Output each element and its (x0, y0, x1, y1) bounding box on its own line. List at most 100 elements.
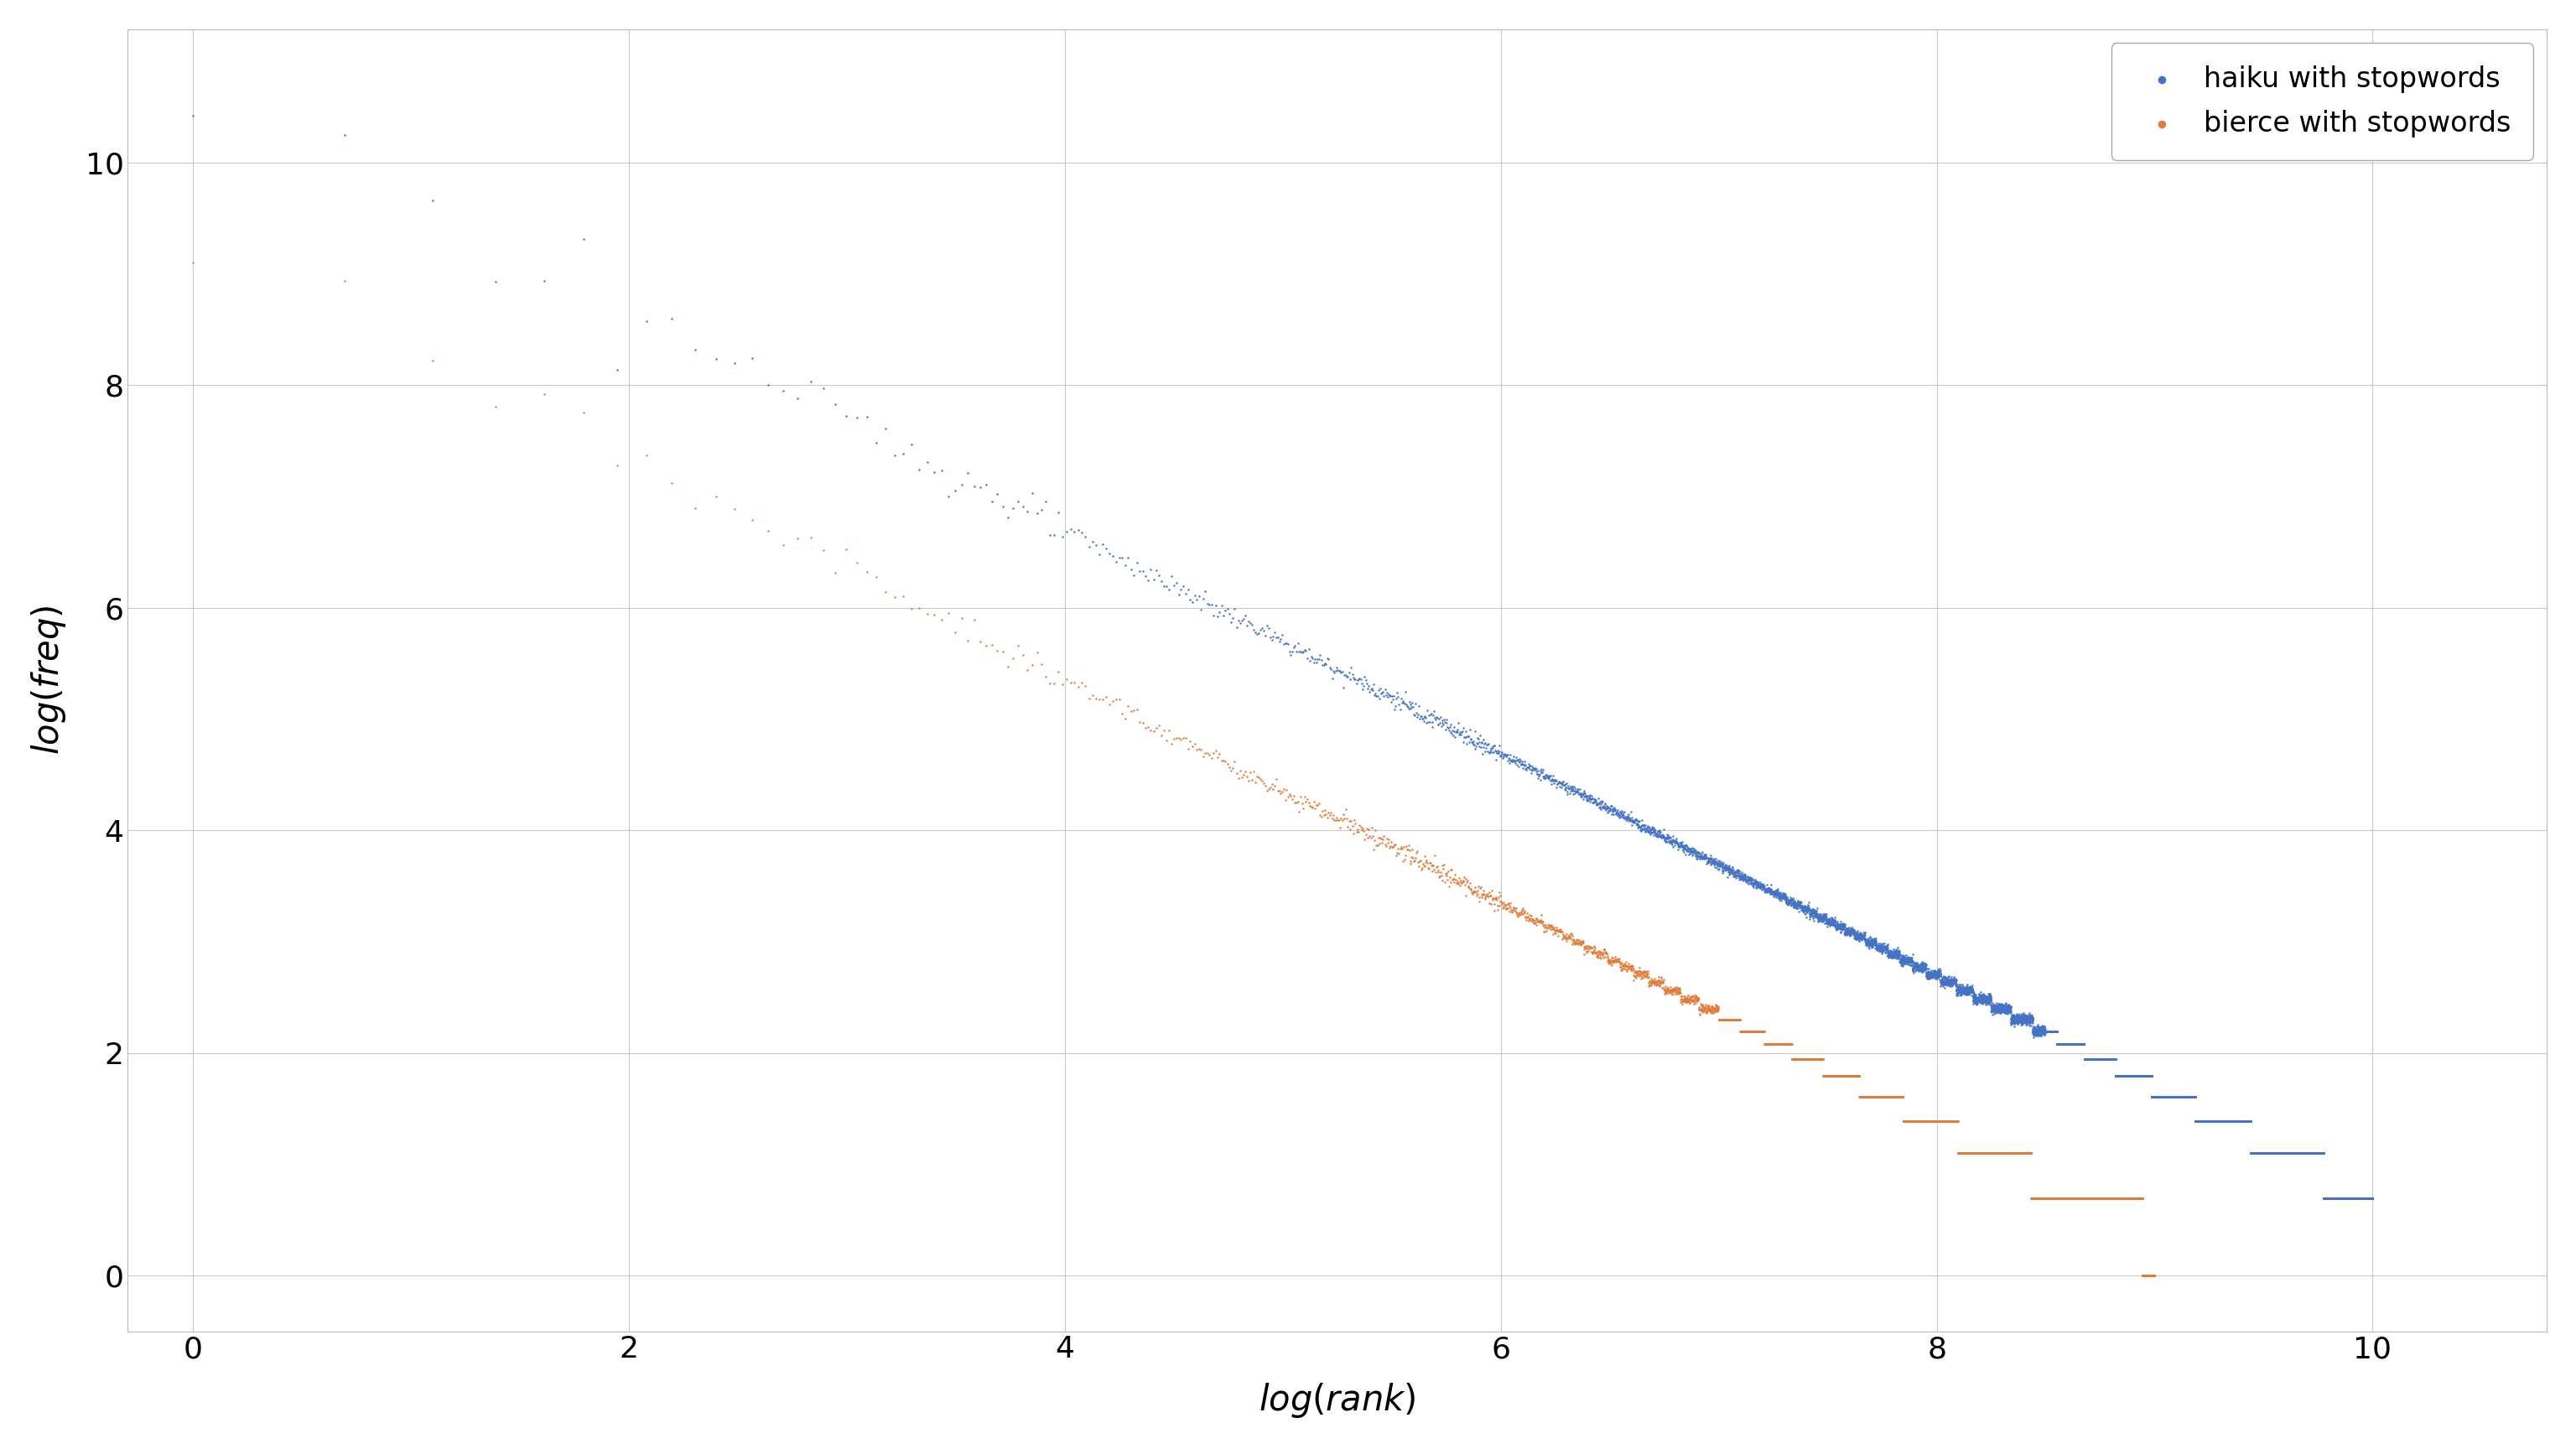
haiku with stopwords (2272, 1142, 2313, 1165)
haiku with stopwords (1662, 832, 1703, 855)
haiku with stopwords (2190, 1110, 2231, 1133)
haiku with stopwords (1808, 910, 1850, 933)
haiku with stopwords (2316, 1187, 2357, 1210)
haiku with stopwords (2143, 1085, 2184, 1108)
bierce with stopwords (1986, 1142, 2027, 1165)
bierce with stopwords (2004, 1142, 2045, 1165)
haiku with stopwords (2009, 1009, 2050, 1032)
haiku with stopwords (2146, 1085, 2187, 1108)
bierce with stopwords (2056, 1187, 2097, 1210)
bierce with stopwords (1976, 1142, 2017, 1165)
haiku with stopwords (2105, 1065, 2146, 1088)
haiku with stopwords (2102, 1065, 2143, 1088)
bierce with stopwords (2074, 1187, 2115, 1210)
haiku with stopwords (2262, 1142, 2303, 1165)
bierce with stopwords (1185, 740, 1226, 764)
haiku with stopwords (1795, 901, 1837, 924)
haiku with stopwords (2290, 1142, 2331, 1165)
haiku with stopwords (2166, 1085, 2208, 1108)
haiku with stopwords (2025, 1020, 2066, 1043)
bierce with stopwords (2025, 1187, 2066, 1210)
bierce with stopwords (1896, 1110, 1937, 1133)
haiku with stopwords (2344, 1187, 2385, 1210)
haiku with stopwords (2293, 1142, 2334, 1165)
haiku with stopwords (2205, 1110, 2246, 1133)
haiku with stopwords (2236, 1142, 2277, 1165)
haiku with stopwords (2336, 1187, 2378, 1210)
bierce with stopwords (1971, 1142, 2012, 1165)
haiku with stopwords (2336, 1187, 2378, 1210)
haiku with stopwords (2120, 1065, 2161, 1088)
haiku with stopwords (2231, 1142, 2272, 1165)
haiku with stopwords (2202, 1110, 2244, 1133)
bierce with stopwords (1182, 745, 1224, 768)
haiku with stopwords (2125, 1065, 2166, 1088)
haiku with stopwords (2282, 1142, 2324, 1165)
haiku with stopwords (2293, 1142, 2334, 1165)
bierce with stopwords (2063, 1187, 2105, 1210)
haiku with stopwords (2342, 1187, 2383, 1210)
bierce with stopwords (1860, 1085, 1901, 1108)
bierce with stopwords (2025, 1187, 2066, 1210)
haiku with stopwords (2089, 1048, 2130, 1071)
bierce with stopwords (1759, 1033, 1801, 1056)
haiku with stopwords (2321, 1187, 2362, 1210)
haiku with stopwords (1893, 956, 1935, 980)
bierce with stopwords (2123, 1264, 2164, 1287)
haiku with stopwords (2331, 1187, 2372, 1210)
haiku with stopwords (2295, 1142, 2336, 1165)
bierce with stopwords (2025, 1187, 2066, 1210)
bierce with stopwords (1777, 1048, 1819, 1071)
bierce with stopwords (2105, 1187, 2146, 1210)
haiku with stopwords (2069, 1048, 2110, 1071)
haiku with stopwords (1798, 909, 1839, 932)
haiku with stopwords (2329, 1187, 2370, 1210)
haiku with stopwords (2200, 1110, 2241, 1133)
haiku with stopwords (2293, 1142, 2334, 1165)
haiku with stopwords (2107, 1065, 2148, 1088)
haiku with stopwords (2239, 1142, 2280, 1165)
haiku with stopwords (2249, 1142, 2290, 1165)
haiku with stopwords (2112, 1065, 2154, 1088)
haiku with stopwords (2352, 1187, 2393, 1210)
haiku with stopwords (2280, 1142, 2321, 1165)
bierce with stopwords (1994, 1142, 2035, 1165)
haiku with stopwords (2179, 1110, 2221, 1133)
haiku with stopwords (2249, 1142, 2290, 1165)
haiku with stopwords (2195, 1110, 2236, 1133)
haiku with stopwords (1919, 971, 1960, 994)
haiku with stopwords (2058, 1033, 2099, 1056)
haiku with stopwords (2251, 1142, 2293, 1165)
haiku with stopwords (1981, 1000, 2022, 1023)
bierce with stopwords (2038, 1187, 2079, 1210)
haiku with stopwords (2336, 1187, 2378, 1210)
haiku with stopwords (2030, 1020, 2071, 1043)
haiku with stopwords (2040, 1033, 2081, 1056)
haiku with stopwords (2148, 1085, 2190, 1108)
bierce with stopwords (1528, 913, 1569, 936)
haiku with stopwords (1734, 872, 1775, 895)
bierce with stopwords (1288, 794, 1329, 817)
haiku with stopwords (2254, 1142, 2295, 1165)
haiku with stopwords (2166, 1085, 2208, 1108)
haiku with stopwords (2326, 1187, 2367, 1210)
bierce with stopwords (1971, 1142, 2012, 1165)
haiku with stopwords (2192, 1110, 2233, 1133)
haiku with stopwords (1687, 851, 1728, 874)
haiku with stopwords (1690, 852, 1731, 875)
haiku with stopwords (2282, 1142, 2324, 1165)
haiku with stopwords (1646, 827, 1687, 851)
haiku with stopwords (2215, 1110, 2257, 1133)
haiku with stopwords (2197, 1110, 2239, 1133)
haiku with stopwords (2056, 1033, 2097, 1056)
haiku with stopwords (2262, 1142, 2303, 1165)
bierce with stopwords (2012, 1187, 2053, 1210)
bierce with stopwords (1502, 900, 1543, 923)
haiku with stopwords (2277, 1142, 2318, 1165)
haiku with stopwords (2329, 1187, 2370, 1210)
bierce with stopwords (1955, 1142, 1996, 1165)
haiku with stopwords (1976, 1000, 2017, 1023)
haiku with stopwords (2133, 1085, 2174, 1108)
bierce with stopwords (2110, 1187, 2151, 1210)
haiku with stopwords (2030, 1020, 2071, 1043)
